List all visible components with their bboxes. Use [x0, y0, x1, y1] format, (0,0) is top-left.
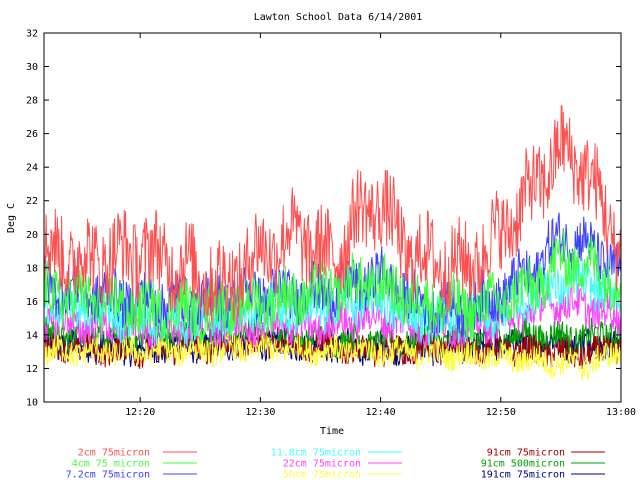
- x-tick-label: 12:20: [125, 407, 155, 418]
- series-line-2cm-75micron: [43, 104, 622, 322]
- y-tick-label: 22: [26, 196, 38, 207]
- y-tick-label: 32: [26, 29, 38, 40]
- x-tick-label: 12:50: [486, 407, 516, 418]
- y-tick-label: 28: [26, 96, 38, 107]
- y-tick-label: 30: [26, 62, 38, 73]
- legend-label: 56cm 75micron: [283, 470, 361, 480]
- x-tick-label: 13:00: [606, 407, 636, 418]
- y-axis-label: Deg C: [6, 203, 17, 233]
- x-tick-label: 12:30: [245, 407, 275, 418]
- series-layer: [43, 104, 622, 381]
- plot-frame: [43, 32, 622, 403]
- y-tick-label: 10: [26, 398, 38, 409]
- axis-layer: 10 12 14 16 18 20 22 24 26 28 30 32 12:20 12:30 12:40 1…: [26, 29, 636, 419]
- y-tick-label: 20: [26, 230, 38, 241]
- legend-label: 7.2cm 75micron: [66, 470, 150, 480]
- legend-label: 191cm 75micron: [481, 470, 565, 480]
- y-tick-label: 16: [26, 297, 38, 308]
- y-tick-label: 14: [26, 330, 38, 341]
- x-axis-label: Time: [320, 426, 344, 437]
- legend-label: 11.8cm 75micron: [271, 448, 361, 459]
- x-tick-label: 12:40: [366, 407, 396, 418]
- legend-label: 91cm 75micron: [487, 448, 565, 459]
- legend-label: 91cm 500micron: [481, 459, 565, 470]
- legend-label: 22cm 75micron: [283, 459, 361, 470]
- y-tick-label: 18: [26, 263, 38, 274]
- legend-label: 2cm 75micron: [78, 448, 150, 459]
- y-tick-label: 24: [26, 163, 38, 174]
- legend-label: 4cm 75 micron: [72, 459, 150, 470]
- chart-title: Lawton School Data 6/14/2001: [254, 12, 423, 23]
- y-tick-label: 26: [26, 129, 38, 140]
- series-line-4cm-75-micron: [43, 230, 622, 345]
- y-tick-label: 12: [26, 364, 38, 375]
- series-line-56cm-75micron: [43, 330, 622, 381]
